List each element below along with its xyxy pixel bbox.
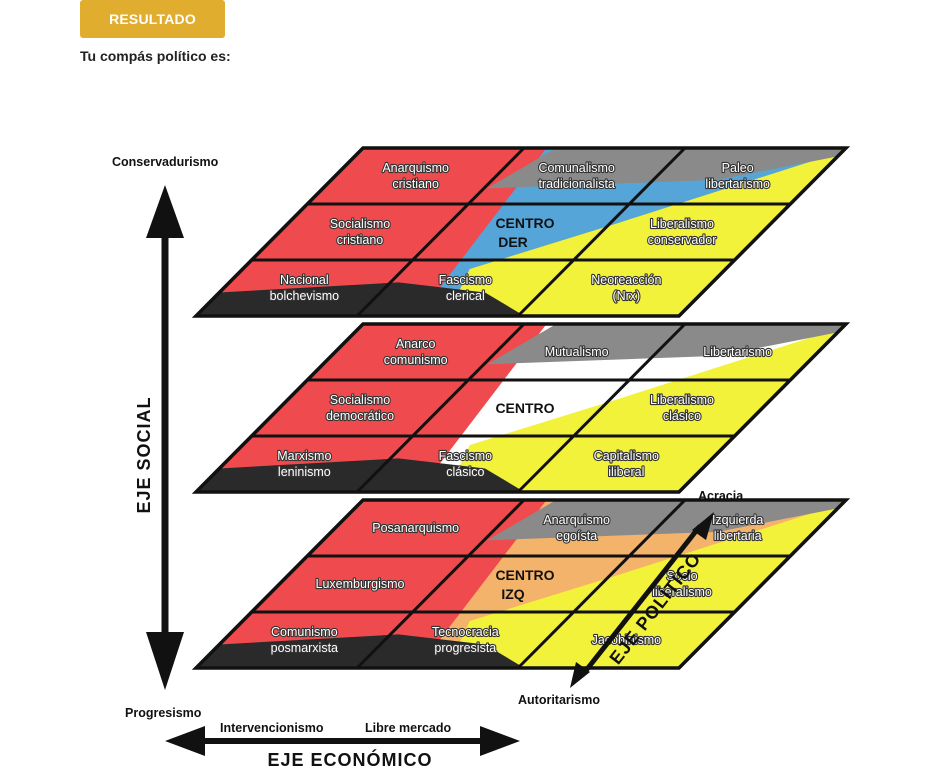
cell-label: Anarquismo egoísta: [543, 513, 610, 543]
layer-border: [191, 146, 851, 318]
grid-vline: [355, 146, 526, 318]
cell-label: Socio liberalismo: [652, 569, 712, 599]
center-label: CENTRO DER: [495, 215, 554, 250]
region-red: [196, 148, 547, 316]
layer-conservador: Anarquismo cristiano Comunalismo tradiciona…: [191, 146, 851, 318]
cell-label: Libertarismo: [703, 345, 772, 359]
region-dark: [196, 282, 525, 316]
region-yellow: [447, 151, 843, 316]
cell-label: Liberalismo conservador: [648, 217, 717, 247]
axis-label-intervencionismo: Intervencionismo: [220, 721, 324, 735]
cell-label: Marxismo leninismo: [277, 449, 331, 479]
region-red: [196, 324, 547, 492]
social-axis-arrow-down: [146, 632, 184, 690]
cell-label: Anarquismo cristiano: [382, 161, 449, 191]
layer-progresista: Posanarquismo Anarquismo egoísta Izquierda l…: [191, 498, 851, 670]
region-yellow: [447, 503, 843, 668]
grid-vline: [516, 498, 687, 670]
cell-label: Nacional bolchevismo: [270, 273, 340, 303]
cell-label: Comunismo posmarxista: [271, 625, 338, 655]
cell-label: Mutualismo: [545, 345, 609, 359]
region-dark: [196, 634, 525, 668]
axis-label-libre-mercado: Libre mercado: [365, 721, 452, 735]
cell-label: Neoreacción (Nrx): [591, 273, 661, 303]
cell-label: Paleo libertarismo: [705, 161, 770, 191]
cell-label: Socialismo cristiano: [330, 217, 390, 247]
cell-label: Capitalismo iliberal: [594, 449, 659, 479]
cell-label: Fascismo clásico: [439, 449, 493, 479]
grid-vline: [516, 146, 687, 318]
social-axis-title: EJE SOCIAL: [134, 396, 154, 513]
grid-vline: [516, 322, 687, 494]
layer-centro: Anarco comunismo Mutualismo Libertarismo Soc…: [191, 322, 851, 494]
political-axis-arrow-up: [692, 512, 714, 540]
layer-border: [191, 322, 851, 494]
economic-axis-arrow-left: [165, 726, 205, 756]
cell-label: Luxemburgismo: [316, 577, 405, 591]
layer-border: [191, 498, 851, 670]
economic-axis-title: EJE ECONÓMICO: [267, 749, 432, 768]
region-dark: [196, 458, 525, 492]
cell-label: Socialismo democrático: [326, 393, 394, 423]
axis-label-conservadurismo: Conservadurismo: [112, 155, 219, 169]
cell-label: Posanarquismo: [372, 521, 459, 535]
grid-vline: [355, 498, 526, 670]
cell-label: Tecnocracia progresista: [432, 625, 499, 655]
social-axis-arrow-up: [146, 185, 184, 238]
political-axis-line: [582, 524, 702, 675]
center-label: CENTRO: [495, 400, 554, 416]
cell-label: Liberalismo clásico: [650, 393, 714, 423]
economic-axis-arrow-right: [480, 726, 520, 756]
political-axis-arrow-down: [570, 662, 590, 688]
center-label: CENTRO IZQ: [495, 567, 554, 602]
resultado-button[interactable]: RESULTADO: [80, 0, 225, 38]
result-subtitle: Tu compás político es:: [80, 48, 231, 64]
axis-label-autoritarismo: Autoritarismo: [518, 693, 600, 707]
cell-label: Izquierda libertaria: [712, 513, 763, 543]
cell-label: Fascismo clerical: [439, 273, 493, 303]
grid-vline: [355, 322, 526, 494]
region-red: [196, 500, 547, 668]
axis-label-progresismo: Progresismo: [125, 706, 202, 720]
cell-label: Comunalismo tradicionalista: [538, 161, 614, 191]
axis-label-acracia: Acracia: [698, 489, 744, 503]
cell-label: Anarco comunismo: [384, 337, 448, 367]
region-yellow: [447, 327, 843, 492]
